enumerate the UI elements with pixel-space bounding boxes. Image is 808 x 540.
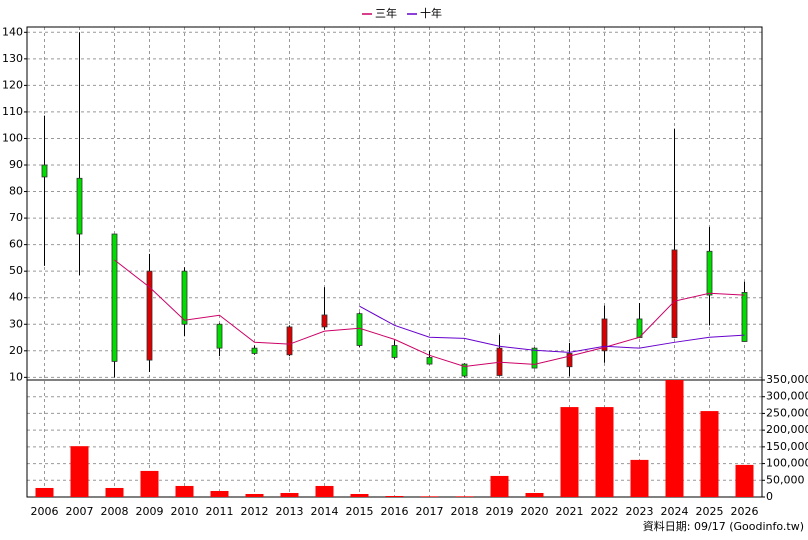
volume-bar — [490, 475, 509, 497]
x-tick-label: 2021 — [556, 505, 584, 518]
x-tick-label: 2018 — [451, 505, 479, 518]
avg-line — [359, 305, 745, 353]
x-tick-label: 2014 — [311, 505, 339, 518]
y-tick-label: 90 — [9, 158, 23, 171]
y-tick-label: 30 — [9, 317, 23, 330]
y2-tick-label: 250,000 — [766, 406, 808, 419]
x-tick-label: 2009 — [136, 505, 164, 518]
avg-line — [114, 259, 745, 367]
legend-label: 十年 — [420, 6, 442, 20]
x-tick-label: 2006 — [31, 505, 59, 518]
candle-body — [41, 164, 48, 178]
x-tick-label: 2020 — [521, 505, 549, 518]
y-tick-label: 60 — [9, 238, 23, 251]
legend-label: 三年 — [375, 6, 397, 20]
candle-body — [601, 318, 608, 352]
volume-bar — [350, 493, 369, 497]
candle-body — [111, 233, 118, 362]
y-tick-label: 40 — [9, 291, 23, 304]
volume-bar — [315, 485, 334, 497]
volume-bar — [455, 496, 474, 497]
candle-body — [531, 347, 538, 369]
volume-bar — [700, 411, 719, 497]
y-tick-label: 120 — [2, 78, 23, 91]
volume-bar — [35, 487, 54, 497]
y-tick-label: 70 — [9, 211, 23, 224]
y-tick-label: 110 — [2, 105, 23, 118]
y-tick-label: 100 — [2, 131, 23, 144]
x-tick-label: 2007 — [66, 505, 94, 518]
volume-bar — [210, 490, 229, 497]
y-tick-label: 80 — [9, 185, 23, 198]
candle-body — [671, 249, 678, 338]
x-tick-label: 2025 — [696, 505, 724, 518]
x-tick-label: 2015 — [346, 505, 374, 518]
candle-body — [461, 363, 468, 377]
candle-body — [286, 326, 293, 356]
x-tick-label: 2022 — [591, 505, 619, 518]
y2-tick-label: 50,000 — [766, 473, 805, 486]
x-tick-label: 2012 — [241, 505, 269, 518]
y-tick-label: 10 — [9, 370, 23, 383]
y2-tick-label: 150,000 — [766, 440, 808, 453]
candle-body — [181, 270, 188, 325]
candle-body — [321, 314, 328, 328]
volume-bar — [595, 407, 614, 497]
volume-bar — [140, 470, 159, 497]
volume-bar — [665, 380, 684, 497]
candle-body — [566, 353, 573, 368]
volume-bar — [525, 492, 544, 497]
x-tick-label: 2016 — [381, 505, 409, 518]
x-tick-label: 2024 — [661, 505, 689, 518]
volume-bar — [560, 407, 579, 497]
volume-bar — [385, 495, 404, 497]
y-tick-label: 20 — [9, 344, 23, 357]
y-tick-label: 50 — [9, 264, 23, 277]
y2-tick-label: 0 — [766, 490, 773, 503]
candle-body — [741, 292, 748, 342]
candle-body — [426, 357, 433, 365]
y-tick-label: 130 — [2, 52, 23, 65]
candle-body — [391, 345, 398, 358]
y2-tick-label: 200,000 — [766, 423, 808, 436]
volume-bar — [280, 492, 299, 497]
candle-body — [356, 313, 363, 346]
candle-body — [216, 323, 223, 349]
x-tick-label: 2017 — [416, 505, 444, 518]
y2-tick-label: 350,000 — [766, 373, 808, 386]
volume-bar — [175, 485, 194, 497]
y-tick-label: 140 — [2, 25, 23, 38]
footer: 資料日期: 09/17 (Goodinfo.tw) — [643, 519, 804, 533]
candle-body — [706, 250, 713, 296]
candle-body — [251, 347, 258, 354]
candle-body — [76, 177, 83, 235]
volume-bar — [630, 459, 649, 497]
x-tick-label: 2023 — [626, 505, 654, 518]
x-tick-label: 2008 — [101, 505, 129, 518]
x-tick-label: 2013 — [276, 505, 304, 518]
volume-bar — [70, 446, 89, 497]
x-tick-label: 2011 — [206, 505, 234, 518]
x-tick-label: 2010 — [171, 505, 199, 518]
volume-bar — [245, 493, 264, 497]
volume-bar — [735, 464, 754, 497]
volume-bar — [105, 487, 124, 497]
y2-tick-label: 300,000 — [766, 390, 808, 403]
x-tick-label: 2026 — [731, 505, 759, 518]
candle-body — [146, 270, 153, 361]
volume-bar — [420, 496, 439, 497]
y2-tick-label: 100,000 — [766, 457, 808, 470]
x-tick-label: 2019 — [486, 505, 514, 518]
